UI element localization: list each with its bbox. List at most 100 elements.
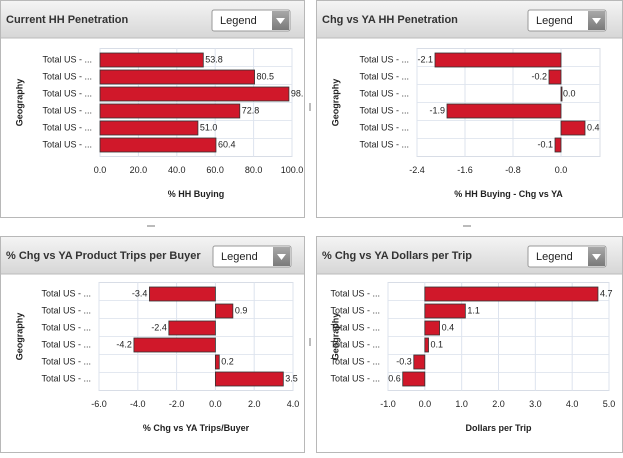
value-label: 0.0 [563,88,576,98]
x-tick-label: 0.0 [94,165,107,175]
bar [214,303,234,319]
bar [149,286,216,302]
value-label: -0.2 [531,71,547,81]
x-tick-label: 40.0 [168,165,186,175]
dropdown-arrow[interactable] [592,18,601,24]
value-label: 80.5 [257,71,275,81]
x-tick-label: 2.0 [248,399,261,409]
bars: -3.4 0.9 -2.4 -4.2 0.2 3.5 [116,286,298,387]
y-axis-label: Geography [330,313,340,361]
value-label: 72.8 [242,105,260,115]
x-tick-label: 20.0 [130,165,148,175]
value-label: 0.2 [221,356,234,366]
x-tick-label: 5.0 [603,399,616,409]
y-tick-label: Total US - ... [42,105,92,115]
dropdown-label[interactable]: Legend [536,251,573,263]
panel: Current HH Penetration Legend 0.0 20.0 40.0 6… [0,0,309,218]
value-label: -0.3 [396,356,412,366]
bar [446,103,562,119]
x-tick-label: 4.0 [566,399,579,409]
value-label: -0.1 [537,139,553,149]
x-tick-label: 3.0 [529,399,542,409]
x-tick-label: -1.6 [457,165,473,175]
y-tick-label: Total US - ... [330,288,380,298]
dropdown-box[interactable] [527,9,607,32]
panel: % Chg vs YA Product Trips per Buyer Legen… [0,236,305,453]
x-tick-label: -4.0 [130,399,146,409]
y-tick-label: Total US - ... [42,54,92,64]
bars: 53.8 80.5 98.4 72.8 51.060.4 [99,52,309,153]
x-tick-label: -2.4 [409,165,425,175]
y-tick-label: Total US - ... [41,305,91,315]
value-label: 4.7 [600,288,613,298]
bar [434,52,562,68]
x-tick-label: -1.0 [380,399,396,409]
x-tick-label: -6.0 [91,399,107,409]
dropdown-arrow[interactable] [276,18,285,24]
value-label: 60.4 [218,139,236,149]
y-tick-label: Total US - ... [359,139,409,149]
y-tick-label: Total US - ... [41,339,91,349]
y-tick-label: Total US - ... [359,122,409,132]
dropdown-arrow[interactable] [592,254,601,260]
bar [214,354,220,370]
value-label: 0.4 [442,322,455,332]
bar [554,137,562,153]
x-tick-label: 0.0 [419,399,432,409]
y-axis-label: Geography [14,313,24,361]
panel-title: % Chg vs YA Dollars per Trip [322,250,472,262]
legend-dropdown[interactable]: Legend [212,245,292,268]
bar [424,337,429,353]
bar [424,320,440,336]
value-label: -3.4 [132,288,148,298]
legend-dropdown[interactable]: Legend [527,9,607,32]
value-label: 98.4 [291,88,309,98]
x-axis-label: % Chg vs YA Trips/Buyer [143,423,250,433]
x-tick-label: 1.0 [455,399,468,409]
value-label: 0.9 [235,305,248,315]
value-label: 0.6 [388,373,401,383]
panel-title: Chg vs YA HH Penetration [322,14,458,26]
dropdown-box[interactable] [211,9,291,32]
y-tick-label: Total US - ... [41,373,91,383]
bar [560,120,586,136]
value-label: 0.1 [431,339,444,349]
dropdown-label[interactable]: Legend [221,251,258,263]
dropdown-box[interactable] [212,245,292,268]
panel: Chg vs YA HH Penetration Legend -2.4 -1.6 -0… [316,0,623,218]
dropdown-arrow[interactable] [277,254,286,260]
legend-dropdown[interactable]: Legend [527,245,607,268]
y-tick-label: Total US - ... [42,122,92,132]
value-label: -2.1 [417,54,433,64]
bar [402,371,426,387]
bar [560,86,563,102]
x-tick-label: 100.0 [281,165,304,175]
value-label: 0.4 [587,122,600,132]
x-axis-label: % HH Buying [168,189,225,199]
bar [548,69,562,85]
y-tick-label: Total US - ... [359,71,409,81]
bar [99,103,241,119]
x-axis-label: % HH Buying - Chg vs YA [454,189,563,199]
bar [424,303,466,319]
dropdown-label[interactable]: Legend [220,15,257,27]
bars: -2.1 -0.2 0.0 -1.9 0.4 -0.1 [417,52,600,153]
x-tick-label: 2.0 [492,399,505,409]
x-tick-label: 0.0 [209,399,222,409]
bar [168,320,216,336]
y-tick-label: Total US - ... [41,288,91,298]
value-label: 53.8 [205,54,223,64]
panel-title: % Chg vs YA Product Trips per Buyer [6,250,201,262]
x-tick-label: 4.0 [287,399,300,409]
panel-title: Current HH Penetration [6,14,129,26]
y-axis-label: Geography [330,79,340,127]
legend-dropdown[interactable]: Legend [211,9,291,32]
y-tick-label: Total US - ... [330,322,380,332]
dropdown-box[interactable] [527,245,607,268]
x-tick-label: 80.0 [245,165,263,175]
x-tick-label: 60.0 [206,165,224,175]
dropdown-label[interactable]: Legend [536,15,573,27]
x-tick-label: -0.8 [505,165,521,175]
bar [99,120,199,136]
